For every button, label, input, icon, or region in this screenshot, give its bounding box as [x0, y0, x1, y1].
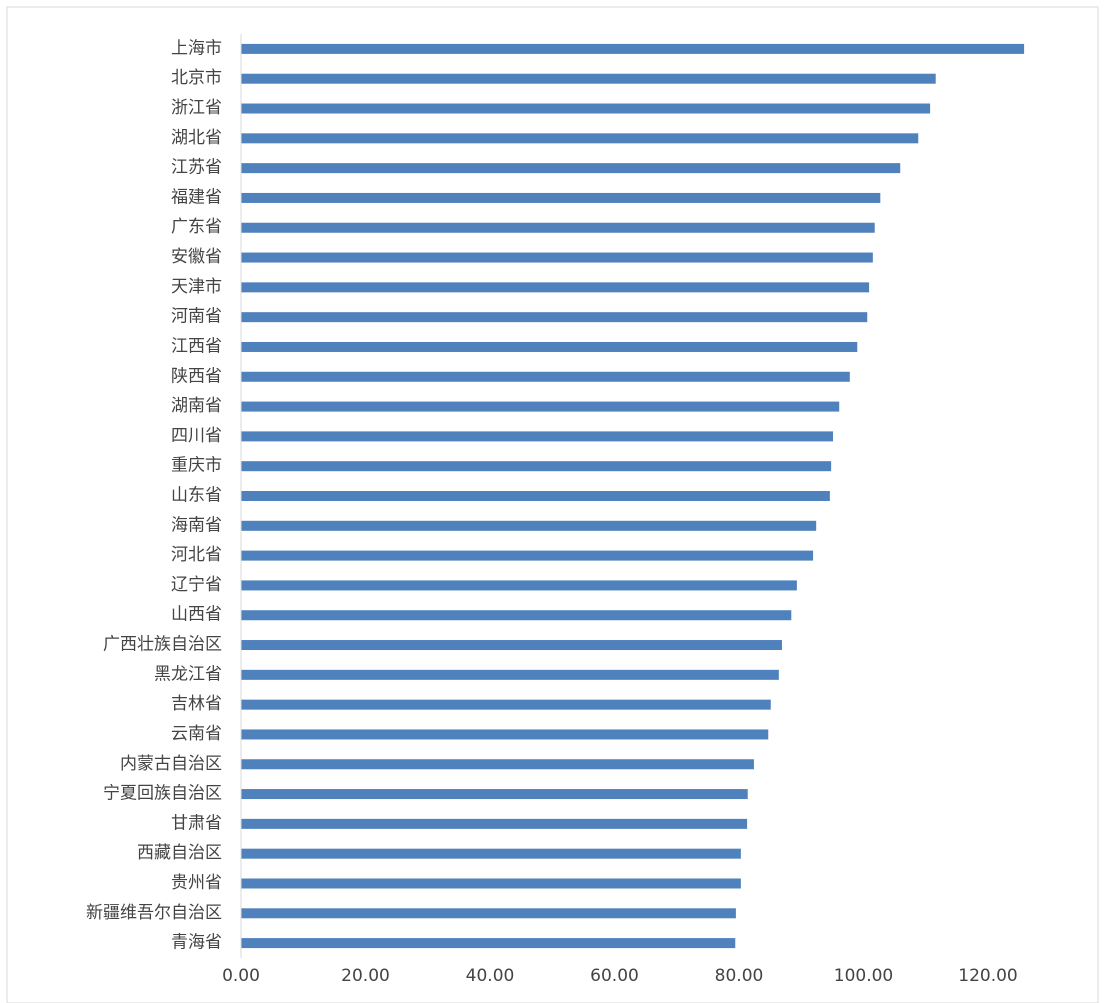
x-tick-label: 20.00	[341, 966, 390, 986]
y-tick-label: 辽宁省	[171, 575, 222, 595]
y-tick-label: 安徽省	[171, 247, 222, 267]
bar	[241, 252, 873, 263]
y-tick-label: 河南省	[171, 307, 222, 327]
y-tick-label: 宁夏回族自治区	[103, 784, 222, 804]
y-tick-label: 四川省	[171, 426, 222, 446]
y-tick-label: 福建省	[171, 187, 222, 207]
y-tick-label: 重庆市	[171, 456, 222, 476]
x-tick-label: 60.00	[590, 966, 639, 986]
bar	[241, 341, 858, 352]
bar	[241, 580, 797, 591]
bar	[241, 908, 736, 919]
bar	[241, 222, 875, 233]
bar	[241, 401, 840, 412]
y-tick-label: 上海市	[171, 38, 222, 58]
bar	[241, 43, 1025, 54]
bar	[241, 848, 741, 859]
y-tick-label: 内蒙古自治区	[120, 754, 222, 774]
y-tick-label: 甘肃省	[171, 813, 222, 833]
y-tick-label: 海南省	[171, 515, 222, 535]
bar	[241, 103, 931, 114]
x-tick-label: 100.00	[834, 966, 893, 986]
y-tick-label: 陕西省	[171, 366, 222, 386]
bar	[241, 669, 779, 680]
bar	[241, 491, 830, 501]
y-tick-label: 湖北省	[171, 128, 222, 148]
bar	[241, 818, 748, 829]
x-tick-label: 120.00	[958, 966, 1017, 986]
bar	[241, 759, 754, 770]
bar	[241, 371, 850, 382]
bar	[241, 431, 833, 442]
bar	[241, 699, 771, 710]
bar	[241, 878, 741, 889]
bar	[241, 938, 736, 949]
y-tick-label: 黑龙江省	[154, 664, 222, 684]
bar	[241, 461, 832, 472]
y-tick-label: 山西省	[171, 605, 222, 625]
y-tick-label: 天津市	[171, 277, 222, 297]
bar	[241, 520, 817, 531]
y-tick-label: 江西省	[171, 336, 222, 356]
y-tick-label: 贵州省	[171, 873, 222, 893]
bar	[241, 192, 881, 203]
y-tick-label: 新疆维吾尔自治区	[86, 903, 222, 923]
y-tick-label: 广东省	[171, 217, 222, 237]
bar	[241, 789, 748, 800]
bar	[241, 550, 814, 561]
y-tick-label: 西藏自治区	[137, 843, 222, 863]
y-tick-label: 吉林省	[171, 694, 222, 714]
bar	[241, 282, 870, 293]
bar	[241, 133, 919, 144]
y-tick-label: 江苏省	[171, 158, 222, 178]
bar	[241, 312, 868, 323]
bar	[241, 163, 901, 174]
y-tick-label: 广西壮族自治区	[103, 635, 222, 655]
x-tick-label: 0.00	[222, 966, 260, 986]
y-tick-label: 湖南省	[171, 396, 222, 416]
y-tick-label: 山东省	[171, 486, 222, 506]
x-tick-label: 80.00	[715, 966, 764, 986]
y-tick-label: 云南省	[171, 724, 222, 744]
bar	[241, 610, 792, 621]
y-tick-label: 浙江省	[171, 98, 222, 118]
bar	[241, 73, 936, 84]
bar	[241, 640, 782, 651]
y-tick-label: 河北省	[171, 545, 222, 565]
bar	[241, 729, 769, 740]
x-tick-label: 40.00	[466, 966, 515, 986]
y-tick-label: 青海省	[171, 933, 222, 953]
y-tick-label: 北京市	[171, 68, 222, 88]
